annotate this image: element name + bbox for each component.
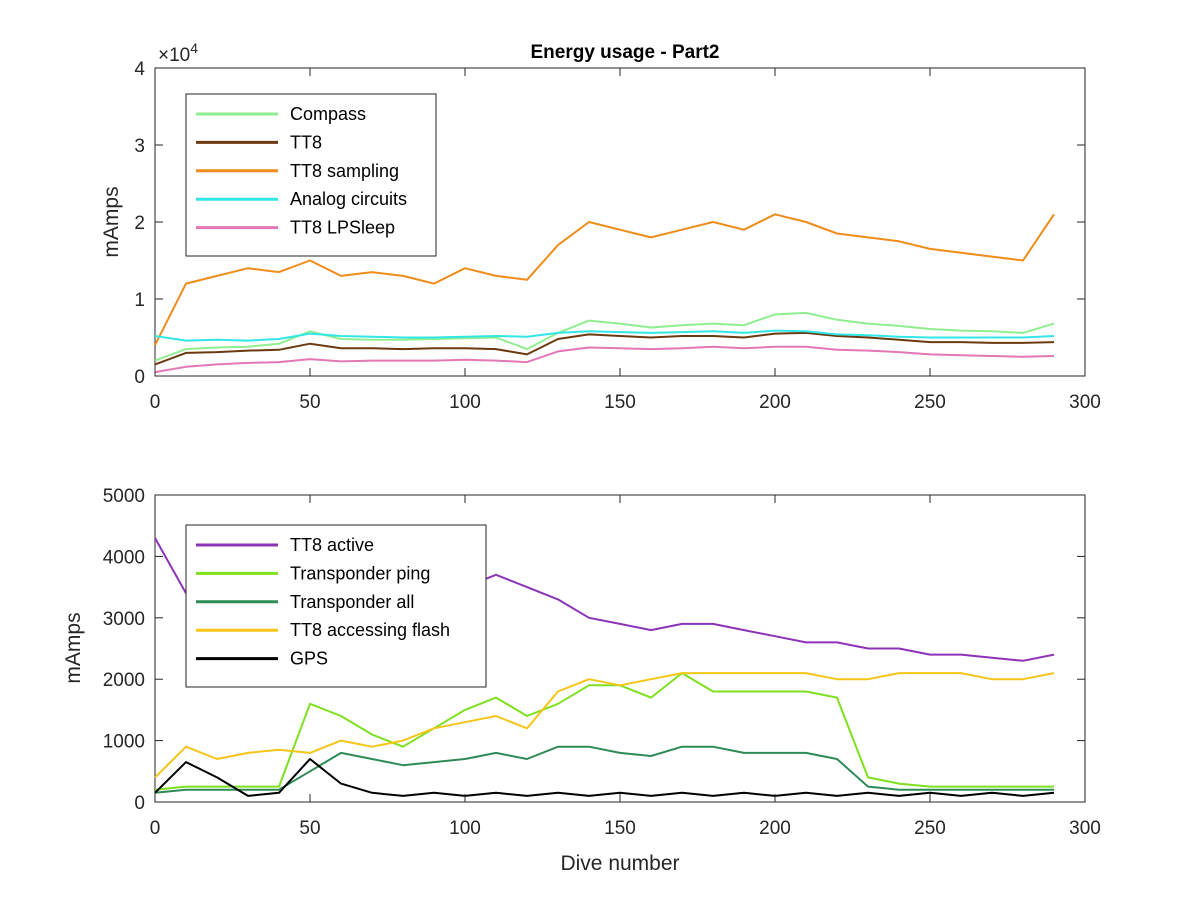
top-chart-y-tick-label: 4 xyxy=(134,59,145,80)
top-chart-x-ticks: 0 50 100 150 200 250 300 xyxy=(150,68,1101,413)
top-chart-y-tick-label: 3 xyxy=(134,136,145,157)
bottom-chart-x-tick-label: 50 xyxy=(299,818,320,839)
bottom-chart-y-tick-label: 1000 xyxy=(103,732,145,753)
top-chart-y-exponent-base: ×10 xyxy=(158,45,190,66)
bottom-chart-x-tick-label: 250 xyxy=(914,818,946,839)
bottom-chart-x-tick-label: 300 xyxy=(1069,818,1101,839)
bottom-chart-series-line-1 xyxy=(154,672,1054,791)
top-chart-legend-entry-2: TT8 sampling xyxy=(290,161,399,181)
bottom-chart-series-line-2 xyxy=(154,745,1054,794)
top-chart-series-line-2 xyxy=(154,213,1055,346)
bottom-chart-x-tick-label: 100 xyxy=(449,818,481,839)
top-chart-y-exponent: ×104 xyxy=(158,40,198,66)
bottom-chart-x-axis-label: Dive number xyxy=(560,852,679,875)
bottom-chart-x-tick-label: 200 xyxy=(759,818,791,839)
bottom-chart-legend: TT8 active Transponder ping Transponder al… xyxy=(185,524,487,688)
top-chart-y-tick-label: 2 xyxy=(134,213,145,234)
top-chart-series-lines xyxy=(154,213,1055,374)
bottom-chart-legend-entry-0: TT8 active xyxy=(290,535,374,555)
top-chart-x-tick-label: 200 xyxy=(759,392,791,413)
bottom-chart-y-tick-label: 0 xyxy=(134,793,145,814)
top-chart-y-ticks: 0 1 2 3 4 xyxy=(134,59,1085,388)
top-chart-y-axis-label: mAmps xyxy=(100,186,123,257)
bottom-chart-legend-entry-1: Transponder ping xyxy=(290,563,430,583)
top-chart-legend-entry-4: TT8 LPSleep xyxy=(290,218,395,238)
top-chart-series-line-3 xyxy=(154,329,1055,342)
bottom-chart-y-tick-label: 5000 xyxy=(103,486,145,507)
top-chart-x-tick-label: 300 xyxy=(1069,392,1101,413)
top-chart-x-tick-label: 250 xyxy=(914,392,946,413)
bottom-chart-x-ticks: 0 50 100 150 200 250 300 xyxy=(150,495,1101,839)
bottom-chart-legend-entry-2: Transponder all xyxy=(290,592,414,612)
bottom-chart-y-tick-label: 4000 xyxy=(103,547,145,568)
bottom-chart-legend-entry-4: GPS xyxy=(290,649,328,669)
bottom-chart-y-axis-label: mAmps xyxy=(62,612,85,683)
top-chart-legend-entry-1: TT8 xyxy=(290,132,322,152)
top-chart-series-line-0 xyxy=(154,311,1055,362)
top-chart-x-tick-label: 0 xyxy=(150,392,161,413)
top-chart-y-exponent-power: 4 xyxy=(190,40,198,56)
bottom-chart-x-tick-label: 0 xyxy=(150,818,161,839)
bottom-chart: 0 1000 2000 3000 4000 5000 0 50 100 150 200 250 300… xyxy=(62,486,1101,875)
top-chart-legend-entry-3: Analog circuits xyxy=(290,189,407,209)
top-chart-y-tick-label: 0 xyxy=(134,367,145,388)
top-chart-title: Energy usage - Part2 xyxy=(530,42,719,63)
bottom-chart-x-tick-label: 150 xyxy=(604,818,636,839)
bottom-chart-y-tick-label: 3000 xyxy=(103,609,145,630)
top-chart-x-tick-label: 150 xyxy=(604,392,636,413)
bottom-chart-y-tick-label: 2000 xyxy=(103,670,145,691)
bottom-chart-y-ticks: 0 1000 2000 3000 4000 5000 xyxy=(103,486,1085,814)
top-chart-series-line-4 xyxy=(154,345,1055,374)
bottom-chart-series-line-3 xyxy=(154,672,1055,779)
top-chart-y-tick-label: 1 xyxy=(134,290,145,311)
top-chart-legend: Compass TT8 TT8 sampling Analog circuits TT8… xyxy=(185,93,437,257)
top-chart-x-tick-label: 50 xyxy=(299,392,320,413)
top-chart-x-tick-label: 100 xyxy=(449,392,481,413)
bottom-chart-legend-entry-3: TT8 accessing flash xyxy=(290,620,450,640)
bottom-chart-series-line-4 xyxy=(154,758,1055,797)
top-chart-legend-entry-0: Compass xyxy=(290,104,366,124)
top-chart-series-line-1 xyxy=(154,331,1055,366)
